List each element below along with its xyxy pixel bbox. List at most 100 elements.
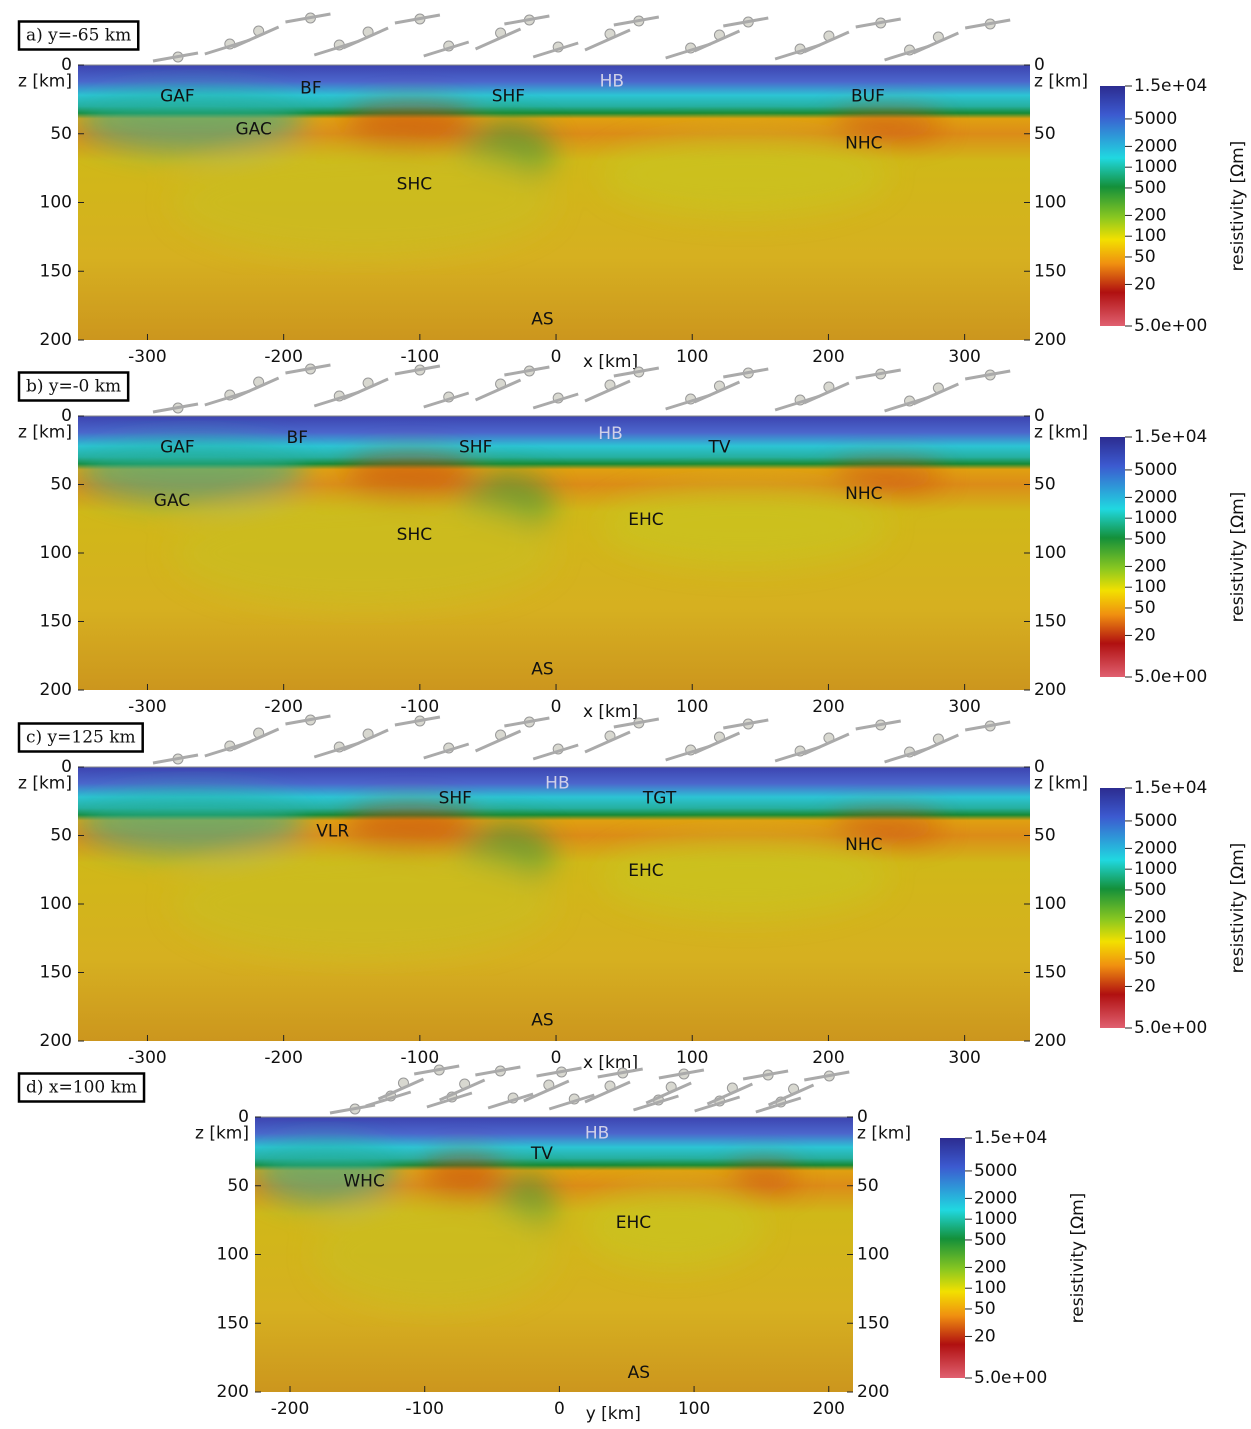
fault-trace [706,1082,753,1106]
fault-trace [423,40,470,58]
x-tick-label: 0 [551,1048,562,1068]
fault-trace [475,1065,521,1077]
z-tick-label: 50 [50,826,72,846]
field-blob [830,111,945,140]
fault-trace [394,715,441,727]
x-tick-label: 200 [812,347,844,367]
z-tick-label: 200 [1034,1031,1066,1051]
colorbar-tick-label: 200 [1134,556,1166,576]
panel-title-box [17,20,140,51]
annotation: EHC [616,1213,651,1233]
x-tick-label: 300 [948,697,980,717]
fault-trace [804,1070,850,1082]
colorbar-tick-label: 5000 [1134,460,1177,480]
field-blob [173,498,554,608]
x-tick-label: -100 [405,1399,444,1419]
fault-trace [548,1093,595,1111]
annotation: HB [600,72,624,92]
field-blob [255,1139,399,1205]
annotation: WHC [343,1172,384,1192]
field-blob [344,454,478,499]
annotation: EHC [628,510,663,530]
field-blob [173,849,554,959]
fault-trace [487,1092,534,1110]
z-tick-label: 50 [1034,124,1056,144]
annotation: NHC [845,484,882,504]
z-tick-label: 150 [857,1313,889,1333]
x-tick-label: -200 [264,347,303,367]
fault-trace [964,369,1011,381]
z-tick-label: 100 [40,894,72,914]
z-axis-label: z [km] [18,422,72,442]
z-tick-label: 0 [61,55,72,75]
panel-title: d) x=100 km [26,1078,137,1098]
colorbar-tick-label: 20 [1134,274,1156,294]
z-tick-label: 0 [1034,55,1045,75]
panel-title: c) y=125 km [26,728,136,748]
colorbar-tick-label: 5000 [1134,811,1177,831]
z-tick-label: 150 [217,1313,249,1333]
colorbar-title: resistivity [Ωm] [1068,1193,1088,1324]
field-blob [830,813,945,841]
fault-trace [285,363,331,375]
annotation: TV [530,1144,553,1164]
fault-trace [504,365,550,377]
fault-trace [658,1068,705,1080]
fault-trace [413,1064,460,1076]
fault-trace [613,15,660,27]
x-axis-label: y [km] [586,1404,641,1424]
fault-trace [377,1077,425,1101]
fault-trace [633,1094,679,1112]
colorbar-tick-label: 5.0e+00 [974,1368,1047,1388]
panel-title-box [17,1072,146,1103]
annotation: SHF [459,438,492,458]
fault-trace [597,1067,643,1079]
fault-trace [233,376,280,400]
fault-trace [423,391,470,409]
annotation: AS [628,1363,650,1383]
colorbar-tick-label: 50 [1134,949,1156,969]
annotation: SHC [397,175,432,195]
annotation: AS [531,1010,553,1030]
colorbar-tick-label: 200 [974,1257,1006,1277]
fault-trace [523,1079,570,1103]
field-variation [78,87,945,258]
z-tick-label: 100 [217,1245,249,1265]
z-tick-label: 50 [50,124,72,144]
panel-title: a) y=-65 km [26,26,131,46]
fault-trace [855,719,901,731]
x-tick-label: 100 [676,697,708,717]
z-tick-label: 200 [1034,330,1066,350]
annotation: AS [531,659,553,679]
fault-trace [803,381,850,405]
field-blob [601,484,888,567]
x-axis-label: x [km] [583,702,638,722]
colorbar-tick-label: 2000 [1134,487,1177,507]
annotation: EHC [628,861,663,881]
field-variation [78,437,945,608]
colorbar-tick-label: 20 [974,1326,996,1346]
field-blob [422,1155,507,1200]
fault-trace [723,718,769,730]
field-blob [78,87,307,153]
colorbar-tick-label: 5000 [974,1161,1017,1181]
z-tick-label: 50 [857,1176,879,1196]
fault-trace [426,1091,473,1109]
z-tick-label: 100 [1034,193,1066,213]
annotation: SHF [492,87,525,107]
field-blob [344,805,478,850]
z-tick-label: 200 [40,330,72,350]
fault-trace [233,25,280,49]
z-tick-label: 100 [1034,894,1066,914]
colorbar-tick-label: 50 [974,1299,996,1319]
colorbar [940,1138,965,1378]
fault-trace [742,1069,789,1081]
z-tick-label: 100 [40,193,72,213]
annotation: AS [531,309,553,329]
fault-trace [613,717,660,729]
colorbar-tick-label: 1000 [1134,508,1177,528]
annotation: BF [287,428,308,448]
fault-trace [532,743,579,761]
z-tick-label: 50 [227,1176,249,1196]
fault-trace [855,368,901,380]
